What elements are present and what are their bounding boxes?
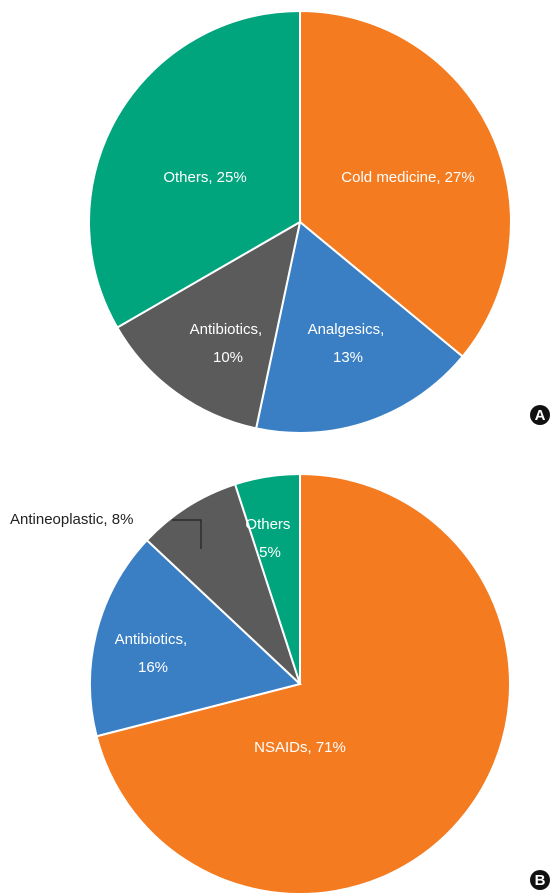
label-line: 16% (138, 659, 168, 676)
label-line: 5% (259, 544, 281, 561)
label-line: Antibiotics, (115, 631, 192, 648)
slice-label: Cold medicine, 27% (341, 169, 474, 186)
pie-slice (89, 538, 303, 738)
pie-slice (254, 220, 464, 434)
label-line: Analgesics, (308, 321, 389, 338)
label-line: Others (245, 516, 294, 533)
pie-slice (115, 220, 302, 430)
pie-slice (145, 483, 301, 685)
label-line: 10% (213, 349, 243, 366)
pie-slice (88, 9, 301, 329)
slice-label: Analgesics, 13% (308, 321, 389, 366)
panel-badge (530, 405, 550, 425)
slice-label: Others 5% (245, 516, 294, 561)
slice-label: NSAIDs, 71% (254, 739, 346, 756)
pie-slice (95, 472, 511, 894)
panel-badge (530, 870, 550, 890)
slice-label: Others, 25% (163, 169, 246, 186)
slice-label: Antibiotics, 16% (115, 631, 192, 676)
slice-label: Antineoplastic, 8% (10, 511, 133, 528)
slice-label: Antibiotics, 10% (190, 321, 267, 366)
leader-line (172, 519, 202, 549)
panel-label: B (535, 872, 546, 889)
panel-label: A (535, 407, 546, 424)
pie-slice (233, 472, 301, 685)
label-line: 13% (333, 349, 363, 366)
label-line: Antibiotics, (190, 321, 267, 338)
pie-slice (299, 9, 512, 358)
